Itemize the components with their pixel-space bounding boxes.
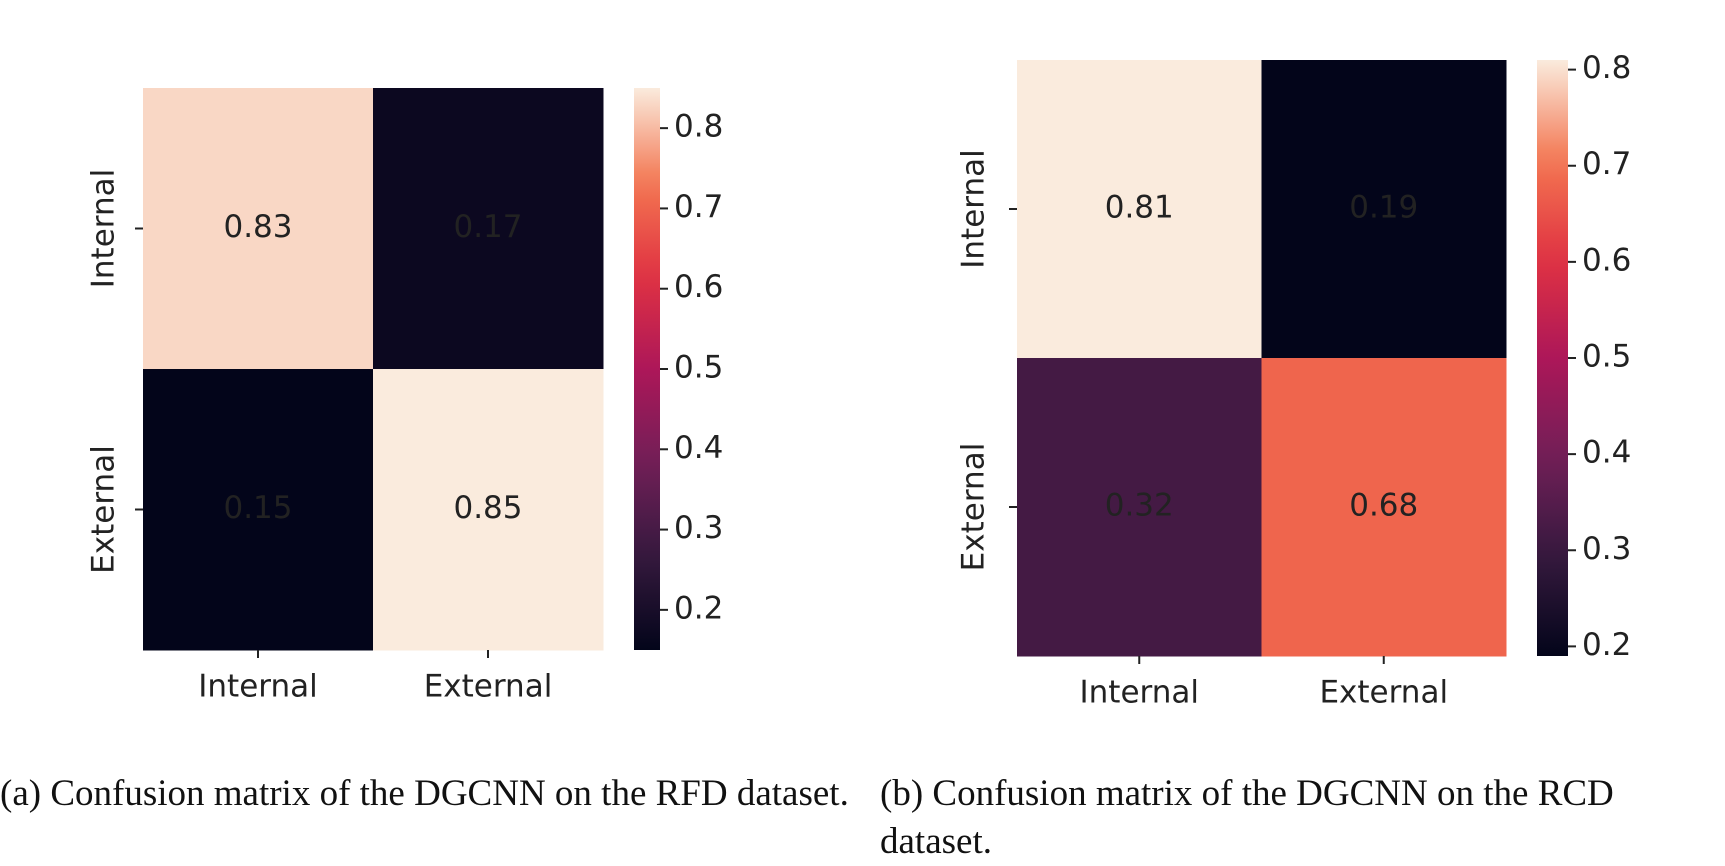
caption: (a) Confusion matrix of the DGCNN on the… [0,773,849,814]
colorbar-tick-label: 0.7 [674,189,723,225]
colorbar-tick-label: 0.3 [674,510,723,546]
heatmap-cell [1017,60,1262,359]
caption: (b) Confusion matrix of the DGCNN on the… [880,773,1614,862]
cell-label: 0.83 [223,209,292,245]
heatmap-cell [1261,358,1507,657]
cell-label: 0.17 [453,209,522,245]
y-tick-label: External [956,443,992,572]
colorbar-tick-label: 0.5 [1582,339,1631,375]
colorbar-tick-label: 0.8 [674,109,723,145]
cell-label: 0.85 [453,490,522,526]
cell-label: 0.19 [1349,190,1418,226]
y-tick-label: External [86,445,122,574]
colorbar-tick-label: 0.2 [674,590,723,626]
colorbar-tick-label: 0.7 [1582,146,1631,182]
colorbar-tick-label: 0.4 [1582,435,1631,471]
cell-label: 0.68 [1349,488,1418,524]
heatmap-cell [373,88,604,370]
colorbar-tick-label: 0.6 [1582,242,1631,278]
heatmap-cell [1261,60,1507,359]
cell-label: 0.32 [1105,488,1174,524]
colorbar-tick-label: 0.4 [674,430,723,466]
x-tick-label: External [1319,675,1448,711]
colorbar [1537,60,1568,656]
heatmap-cell [143,369,374,651]
heatmap-cell [143,88,374,370]
colorbar-tick-label: 0.6 [674,269,723,305]
colorbar-tick-label: 0.3 [1582,531,1631,567]
cell-label: 0.81 [1105,190,1174,226]
colorbar [634,88,660,650]
colorbar-tick-label: 0.8 [1582,50,1631,86]
heatmap-cell [1017,358,1262,657]
y-tick-label: Internal [86,169,122,288]
colorbar-tick-label: 0.5 [674,350,723,386]
colorbar-tick-label: 0.2 [1582,627,1631,663]
x-tick-label: Internal [1080,675,1199,711]
y-tick-label: Internal [956,149,992,268]
heatmap-cell [373,369,604,651]
x-tick-label: Internal [198,669,317,705]
cell-label: 0.15 [223,490,292,526]
x-tick-label: External [424,669,553,705]
